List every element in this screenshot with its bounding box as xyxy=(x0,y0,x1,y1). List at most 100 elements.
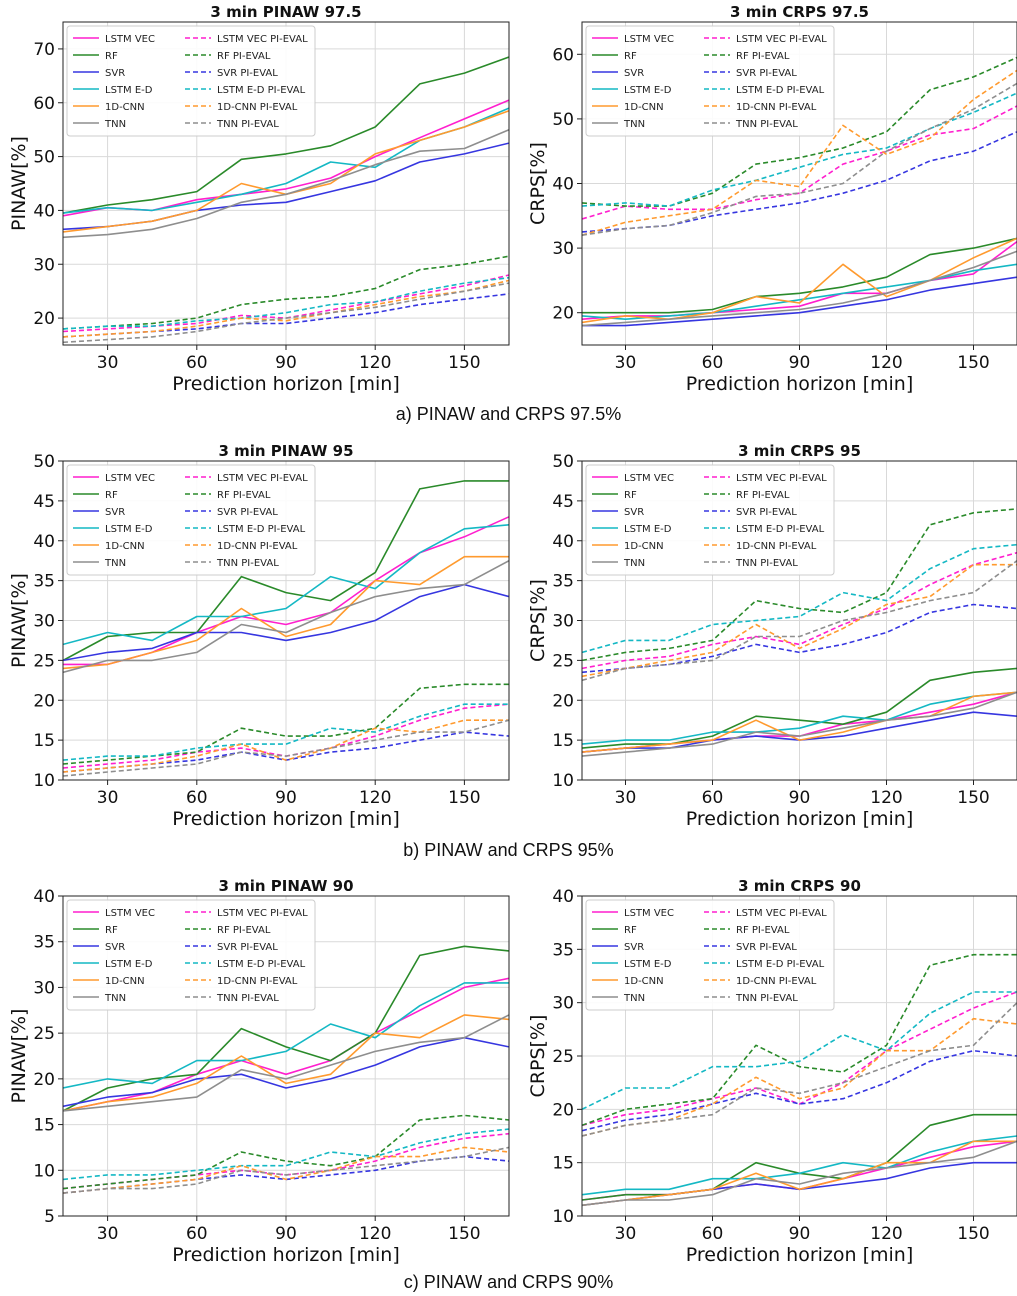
caption-a: a) PINAW and CRPS 97.5% xyxy=(395,404,622,424)
series-rf-pi-eval xyxy=(582,56,1017,207)
y-tick-label: 40 xyxy=(33,887,55,907)
x-tick-label: 150 xyxy=(957,1224,989,1244)
series-1d-cnn-pi-eval xyxy=(582,69,1017,236)
x-axis-label: Prediction horizon [min] xyxy=(172,1244,400,1266)
chart-4: 30 60 90 120 150 10 15 20 25 30 35 40 45 50 3 min CRPS… xyxy=(527,442,1017,830)
legend-label-1d-cnn: 1D-CNN xyxy=(105,541,145,552)
legend-label-lstm-vec-pi-eval: LSTM VEC PI-EVAL xyxy=(736,908,827,919)
x-axis-label: Prediction horizon [min] xyxy=(172,373,400,395)
legend-label-rf: RF xyxy=(624,51,637,62)
y-tick-label: 20 xyxy=(33,309,55,329)
legend-label-lstm-vec-pi-eval: LSTM VEC PI-EVAL xyxy=(217,34,308,45)
y-tick-label: 10 xyxy=(552,1207,574,1227)
legend-label-svr-pi-eval: SVR PI-EVAL xyxy=(736,68,797,79)
legend-label-rf-pi-eval: RF PI-EVAL xyxy=(736,51,790,62)
y-tick-label: 30 xyxy=(33,978,55,998)
legend-label-rf: RF xyxy=(105,490,118,501)
series-lstm-vec-pi-eval xyxy=(582,991,1017,1127)
y-tick-label: 40 xyxy=(552,532,574,552)
x-tick-label: 120 xyxy=(359,788,391,808)
x-tick-label: 60 xyxy=(702,1224,724,1244)
legend-label-1d-cnn: 1D-CNN xyxy=(624,976,664,987)
legend-label-1d-cnn-pi-eval: 1D-CNN PI-EVAL xyxy=(217,541,298,552)
legend: LSTM VEC RF SVR LSTM E-D 1D-CNN TNN LSTM VEC P… xyxy=(66,25,316,137)
legend-label-1d-cnn: 1D-CNN xyxy=(624,541,664,552)
chart-title: 3 min CRPS 95 xyxy=(738,442,861,460)
y-tick-label: 15 xyxy=(33,1116,55,1136)
series-lstm-e-d xyxy=(582,1135,1017,1196)
x-tick-label: 150 xyxy=(448,1224,480,1244)
caption-c: c) PINAW and CRPS 90% xyxy=(403,1272,614,1292)
x-tick-label: 120 xyxy=(870,353,902,373)
x-tick-label: 60 xyxy=(186,788,208,808)
y-tick-label: 35 xyxy=(552,940,574,960)
series-lstm-e-d xyxy=(582,691,1017,745)
series-lstm-e-d-pi-eval xyxy=(582,543,1017,654)
chart-title: 3 min PINAW 90 xyxy=(218,877,353,895)
chart-3: 30 60 90 120 150 10 15 20 25 30 35 40 45 50 3 min PINA… xyxy=(8,442,510,830)
legend-box xyxy=(585,25,835,137)
x-tick-label: 150 xyxy=(957,788,989,808)
legend-label-svr-pi-eval: SVR PI-EVAL xyxy=(736,942,797,953)
legend-label-1d-cnn-pi-eval: 1D-CNN PI-EVAL xyxy=(736,102,817,113)
y-axis-label: PINAW[%] xyxy=(8,136,30,231)
legend: LSTM VEC RF SVR LSTM E-D 1D-CNN TNN LSTM VEC P… xyxy=(585,25,835,137)
x-tick-label: 120 xyxy=(359,1224,391,1244)
x-tick-label: 30 xyxy=(97,353,119,373)
y-tick-label: 45 xyxy=(33,492,55,512)
x-tick-label: 90 xyxy=(275,353,297,373)
y-tick-label: 30 xyxy=(33,612,55,632)
legend-label-svr-pi-eval: SVR PI-EVAL xyxy=(217,68,278,79)
y-axis-label: CRPS[%] xyxy=(527,579,549,662)
series-1d-cnn-pi-eval xyxy=(582,563,1017,678)
legend-label-rf-pi-eval: RF PI-EVAL xyxy=(217,925,271,936)
series-1d-cnn-pi-eval xyxy=(63,719,509,773)
legend-label-1d-cnn-pi-eval: 1D-CNN PI-EVAL xyxy=(736,541,817,552)
series-tnn xyxy=(63,128,509,239)
legend-label-lstm-vec: LSTM VEC xyxy=(624,908,674,919)
legend-label-lstm-vec: LSTM VEC xyxy=(105,908,155,919)
legend-label-rf-pi-eval: RF PI-EVAL xyxy=(217,490,271,501)
series-lstm-e-d-pi-eval xyxy=(582,92,1017,207)
y-tick-label: 20 xyxy=(552,691,574,711)
series-rf xyxy=(582,237,1017,314)
legend-label-svr: SVR xyxy=(105,68,125,79)
y-tick-label: 20 xyxy=(33,691,55,711)
x-tick-label: 30 xyxy=(97,1224,119,1244)
legend-label-1d-cnn-pi-eval: 1D-CNN PI-EVAL xyxy=(217,102,298,113)
x-tick-label: 150 xyxy=(957,353,989,373)
series-rf xyxy=(63,480,509,662)
y-tick-label: 40 xyxy=(552,175,574,195)
series-tnn xyxy=(582,1140,1017,1207)
chart-title: 3 min CRPS 97.5 xyxy=(730,3,869,21)
y-tick-label: 50 xyxy=(33,452,55,472)
y-tick-label: 20 xyxy=(552,1100,574,1120)
legend-label-svr: SVR xyxy=(624,942,644,953)
series-1d-cnn-pi-eval xyxy=(63,279,509,338)
legend-label-tnn: TNN xyxy=(623,993,645,1004)
legend-label-lstm-e-d-pi-eval: LSTM E-D PI-EVAL xyxy=(217,85,306,96)
legend-label-svr: SVR xyxy=(105,507,125,518)
legend-label-tnn-pi-eval: TNN PI-EVAL xyxy=(735,558,798,569)
series-lstm-vec-pi-eval xyxy=(582,105,1017,220)
legend-label-lstm-vec: LSTM VEC xyxy=(105,34,155,45)
y-tick-label: 20 xyxy=(33,1070,55,1090)
legend-label-svr-pi-eval: SVR PI-EVAL xyxy=(217,942,278,953)
legend-label-tnn: TNN xyxy=(104,993,126,1004)
series-rf xyxy=(63,56,509,214)
series-tnn xyxy=(63,1014,509,1112)
x-tick-label: 120 xyxy=(870,788,902,808)
legend: LSTM VEC RF SVR LSTM E-D 1D-CNN TNN LSTM VEC P… xyxy=(585,899,835,1011)
series-rf-pi-eval xyxy=(582,953,1017,1127)
y-tick-label: 35 xyxy=(552,572,574,592)
series-rf-pi-eval xyxy=(63,1114,509,1190)
series-1d-cnn xyxy=(582,691,1017,753)
y-tick-label: 50 xyxy=(552,110,574,130)
legend-label-rf: RF xyxy=(105,925,118,936)
legend-label-lstm-e-d-pi-eval: LSTM E-D PI-EVAL xyxy=(736,524,825,535)
legend-label-lstm-e-d: LSTM E-D xyxy=(105,85,153,96)
chart-6: 30 60 90 120 150 10 15 20 25 30 35 40 3 min CRPS 90 P… xyxy=(527,877,1017,1266)
series-svr xyxy=(63,583,509,662)
series-tnn-pi-eval xyxy=(582,560,1017,682)
